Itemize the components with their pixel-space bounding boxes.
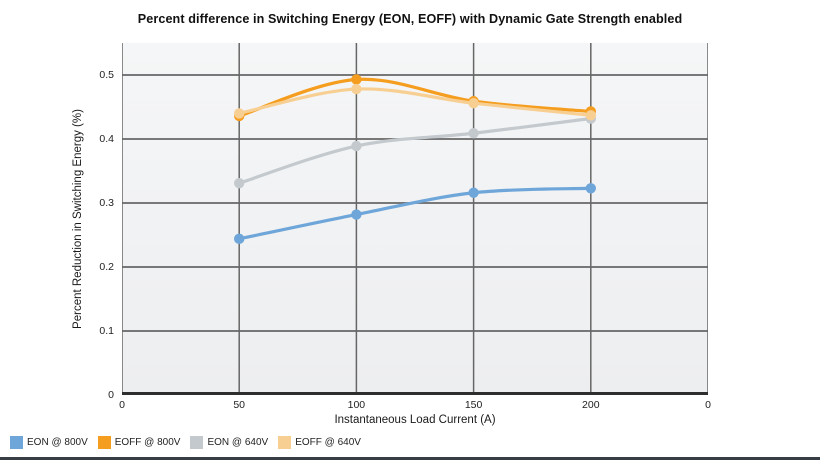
legend-item-eoff-640v[interactable]: EOFF @ 640V [278, 436, 361, 449]
data-point-eon-800v [351, 209, 362, 220]
plot-area [122, 43, 708, 395]
data-point-eoff-640v [468, 97, 479, 109]
legend-item-eon-800v[interactable]: EON @ 800V [10, 436, 88, 449]
y-tick-label: 0.1 [99, 325, 114, 337]
legend-swatch-icon [278, 436, 292, 449]
data-point-eon-800v [468, 187, 479, 198]
legend-label: EOFF @ 800V [114, 437, 181, 448]
data-point-eon-800v [234, 233, 245, 245]
data-point-eon-800v [585, 183, 596, 194]
series-line-eon-640v [237, 116, 593, 185]
x-tick-label: 150 [464, 399, 483, 411]
data-point-eoff-640v [585, 110, 596, 121]
legend-label: EOFF @ 640V [295, 437, 361, 448]
data-point-eon-640v [468, 128, 479, 139]
data-point-eon-640v [351, 140, 362, 152]
data-point-eoff-640v [351, 83, 362, 95]
data-point-eoff-800v [351, 74, 362, 85]
x-tick-label: 50 [233, 399, 246, 411]
x-tick-label: 100 [347, 399, 366, 411]
series-line-eoff-640v [237, 87, 593, 117]
y-tick-label: 0.5 [99, 69, 114, 81]
y-tick-label: 0.3 [99, 197, 114, 209]
y-tick-label: 0 [108, 389, 114, 401]
bottom-border [0, 457, 820, 460]
x-axis-title: Instantaneous Load Current (A) [334, 414, 496, 426]
legend: EON @ 800V EOFF @ 800V EON @ 640V EOFF @ 64… [10, 436, 361, 449]
chart-title: Percent difference in Switching Energy (… [137, 12, 683, 26]
legend-item-eon-640v[interactable]: EON @ 640V [190, 436, 268, 449]
y-tick-label: 0.2 [99, 261, 114, 273]
legend-label: EON @ 800V [27, 437, 88, 448]
legend-item-eoff-800v[interactable]: EOFF @ 800V [97, 436, 181, 449]
data-point-eon-640v [234, 177, 245, 189]
data-point-eoff-640v [234, 108, 245, 119]
legend-swatch-icon [10, 436, 23, 449]
legend-swatch-icon [97, 436, 111, 449]
series-line-eoff-800v [237, 77, 593, 118]
x-tick-label: 0 [705, 399, 711, 411]
legend-swatch-icon [190, 436, 204, 449]
y-tick-label: 0.4 [99, 133, 114, 145]
series-line-eon-800v [237, 186, 593, 241]
legend-label: EON @ 640V [207, 437, 269, 448]
x-tick-label: 200 [582, 399, 600, 411]
x-tick-label: 0 [119, 399, 125, 411]
